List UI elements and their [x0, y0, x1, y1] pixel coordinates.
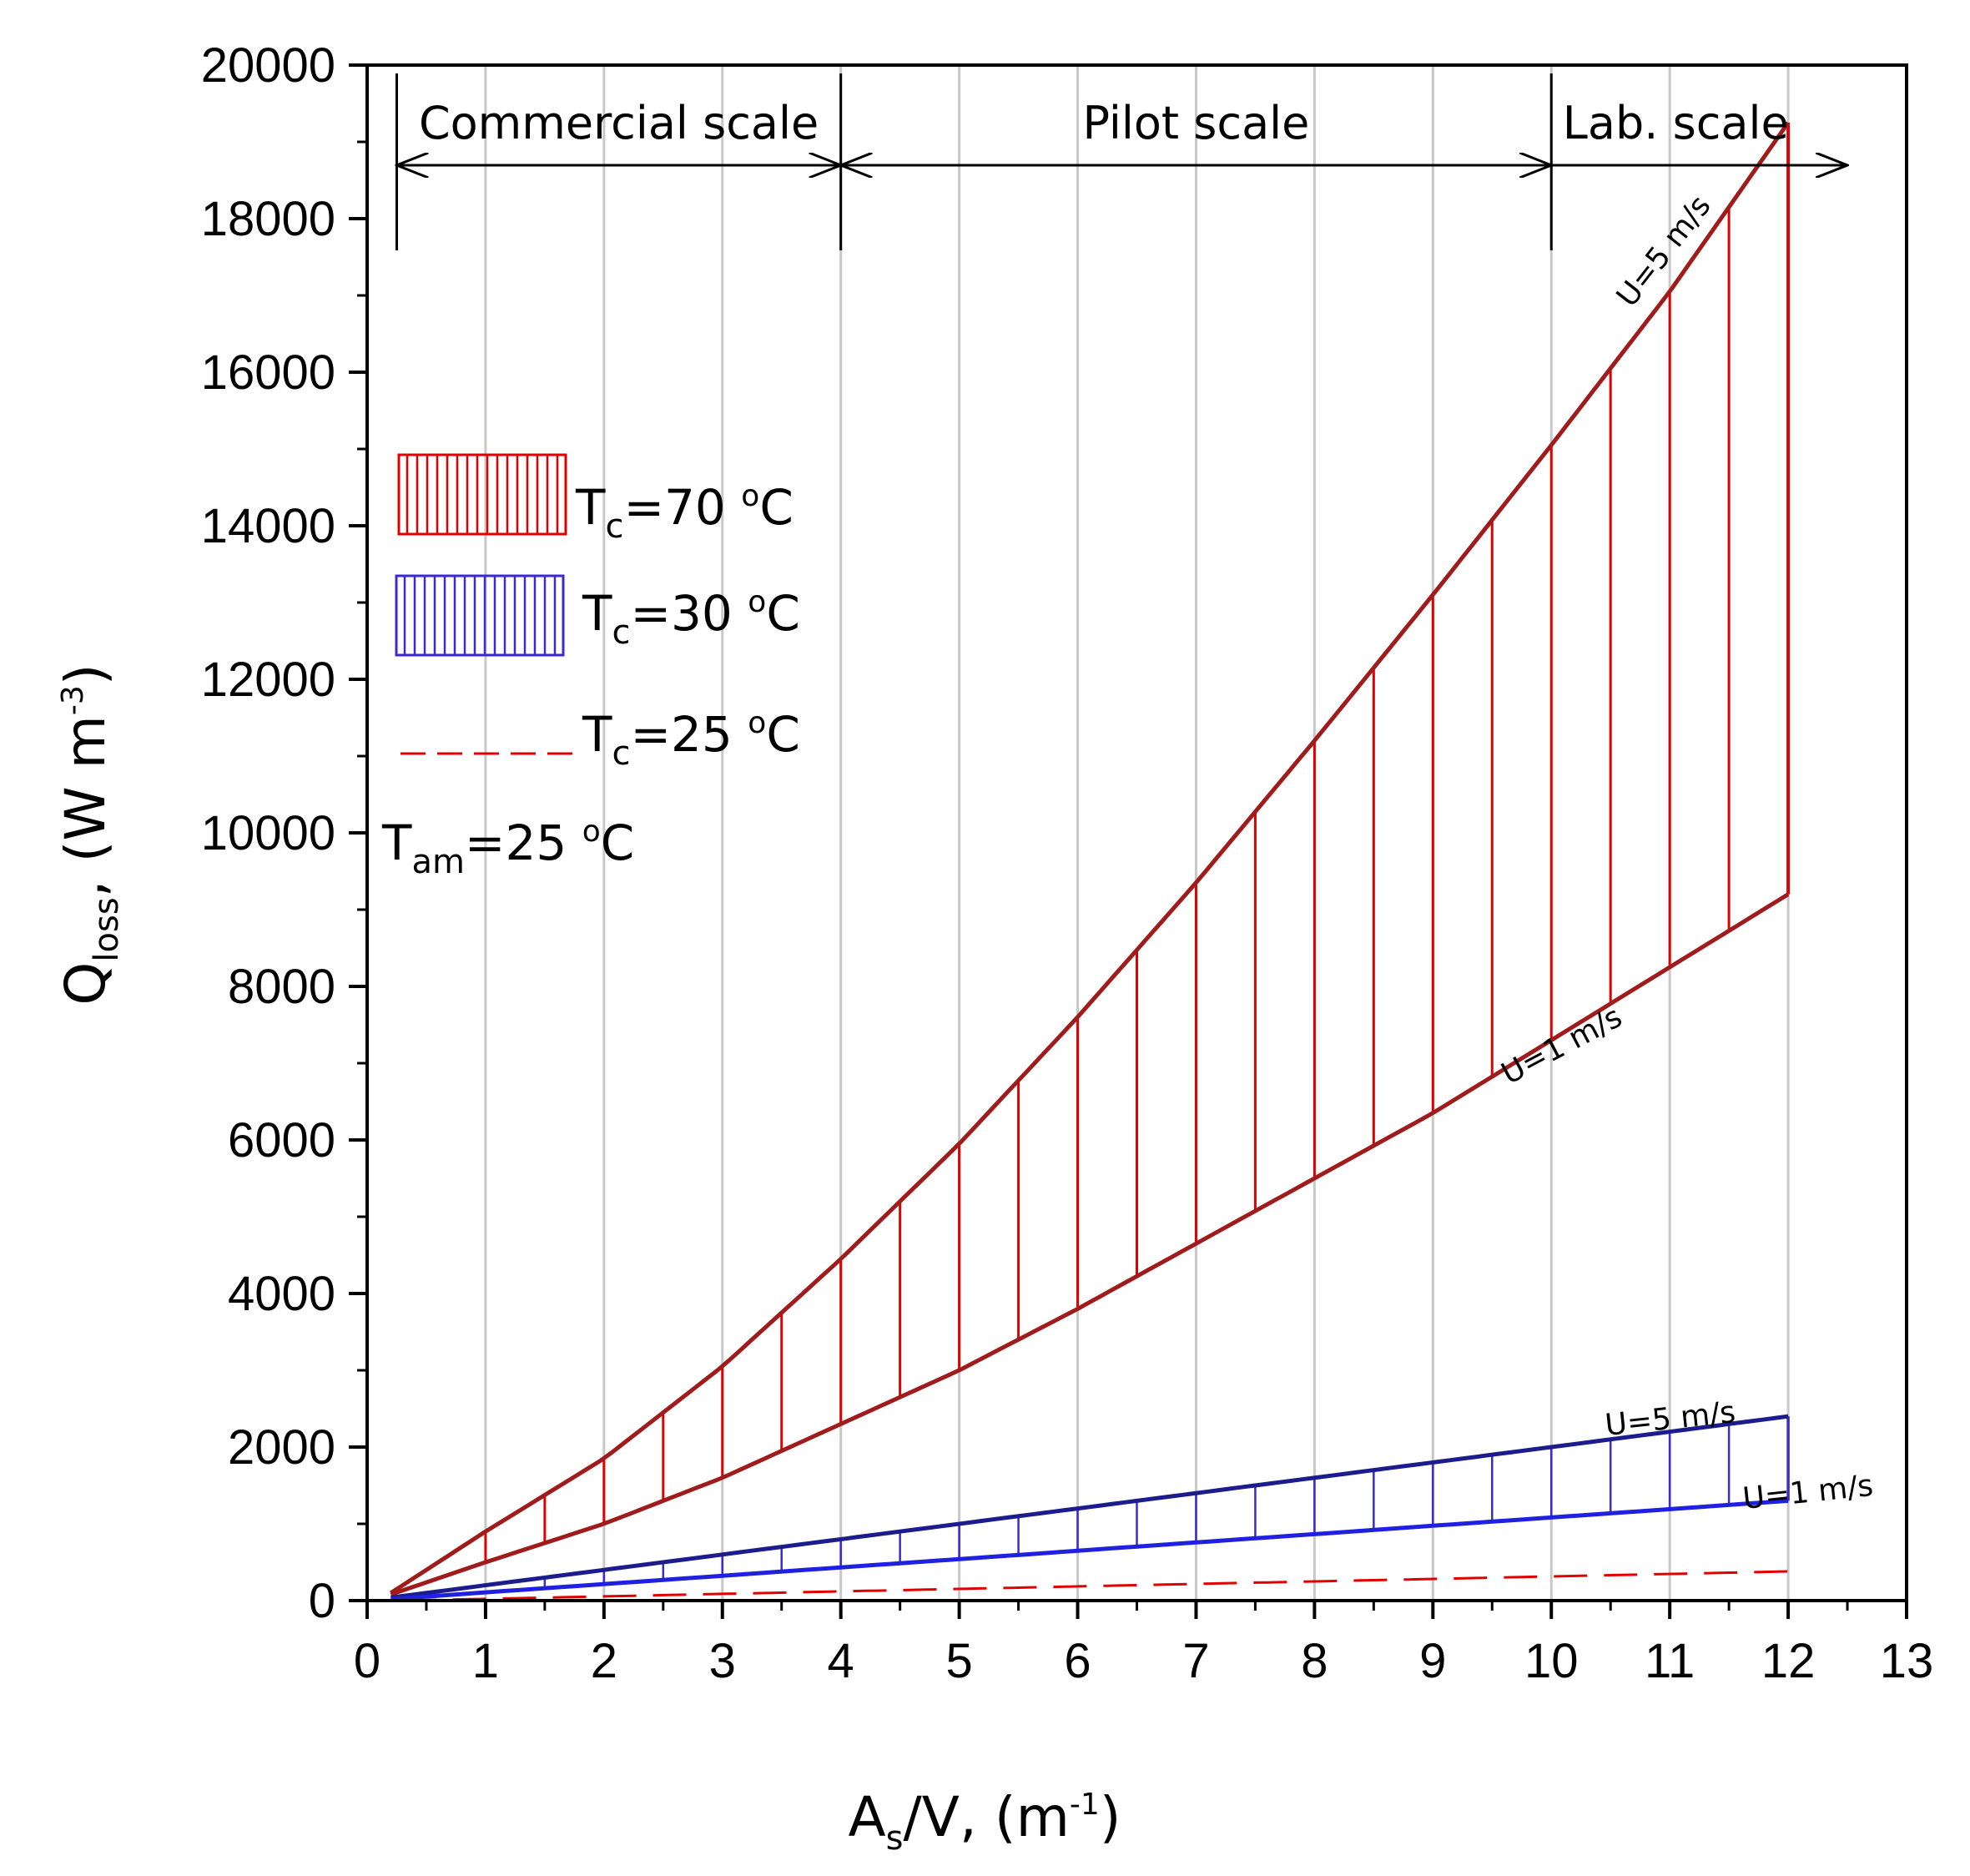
annotation-u1-t70: U=1 m/s [1496, 1000, 1628, 1092]
x-tick-label: 11 [1645, 1634, 1695, 1688]
legend-swatch-t70 [397, 453, 567, 536]
y-tick-label: 2000 [228, 1420, 335, 1475]
legend: Tc=70 oC Tc=30 oC Tc=25 oC Tam=25 oC [381, 453, 800, 881]
series-line-4 [402, 1570, 1789, 1602]
region-label: Lab. scale [1563, 97, 1789, 149]
series-line-3 [390, 1498, 1789, 1601]
annotation-u5-t30: U=5 m/s [1604, 1395, 1737, 1443]
legend-label-t70: Tc=70 oC [575, 479, 794, 546]
hatch-fill [484, 123, 1791, 1589]
x-tick-label: 3 [709, 1634, 736, 1688]
x-tick-label: 4 [828, 1634, 854, 1688]
y-tick-label: 4000 [228, 1267, 335, 1321]
y-tick-label: 18000 [201, 192, 335, 246]
y-tick-label: 8000 [228, 960, 335, 1014]
annotation-u5-t70: U=5 m/s [1610, 189, 1718, 314]
x-tick-label: 2 [591, 1634, 617, 1688]
x-tick-label: 5 [945, 1634, 972, 1688]
legend-label-t30: Tc=30 oC [582, 585, 800, 652]
x-tick-label: 12 [1761, 1634, 1816, 1688]
series-lines [390, 121, 1791, 1602]
x-tick-label: 1 [472, 1634, 499, 1688]
legend-swatch-t30 [395, 574, 565, 657]
legend-label-tam: Tam=25 oC [381, 814, 634, 881]
y-tick-label: 14000 [201, 499, 335, 553]
y-tick-label: 10000 [201, 806, 335, 860]
legend-swatch-t30-hatch [403, 576, 557, 655]
y-tick-label: 16000 [201, 345, 335, 400]
y-tick-label: 20000 [201, 38, 335, 93]
legend-swatch-t70-hatch [406, 455, 559, 534]
series-line-2 [390, 1414, 1789, 1600]
scale-regions: Commercial scale Pilot scale Lab. scale [396, 73, 1847, 250]
region-label: Pilot scale [1083, 97, 1310, 149]
x-tick-label: 7 [1182, 1634, 1209, 1688]
axis-ticks: 0 1 2 3 4 5 6 7 8 9 10 11 12 130200040006000800010000… [201, 38, 1934, 1688]
x-tick-label: 6 [1064, 1634, 1091, 1688]
region-label: Commercial scale [419, 97, 819, 149]
x-tick-label: 10 [1524, 1634, 1579, 1688]
x-tick-label: 8 [1301, 1634, 1328, 1688]
x-tick-label: 0 [354, 1634, 380, 1688]
series-line-0 [390, 121, 1791, 1595]
x-tick-label: 13 [1880, 1634, 1934, 1688]
series-line-1 [390, 892, 1790, 1596]
y-axis-title: Qloss, (W m-3) [53, 663, 126, 1005]
legend-label-t25: Tc=25 oC [582, 706, 800, 773]
x-tick-label: 9 [1419, 1634, 1446, 1688]
y-tick-label: 0 [309, 1574, 335, 1628]
x-axis-title: As/V, (m-1) [848, 1785, 1121, 1858]
grid-lines [484, 65, 1790, 1601]
y-tick-label: 12000 [201, 653, 335, 707]
annotation-u1-t30: U=1 m/s [1741, 1469, 1875, 1516]
y-tick-label: 6000 [228, 1113, 335, 1167]
